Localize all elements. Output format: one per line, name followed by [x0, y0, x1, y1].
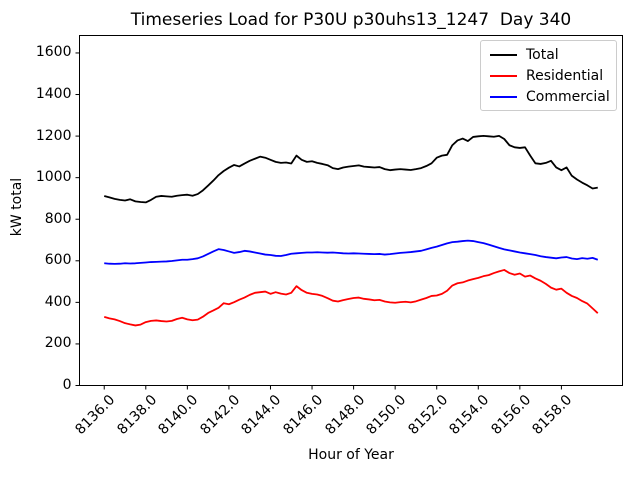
chart-title: Timeseries Load for P30U p30uhs13_1247 D… [130, 10, 572, 30]
y-tick-label: 200 [44, 335, 72, 352]
y-tick-label: 1600 [35, 44, 72, 61]
y-axis-label: kW total [9, 177, 25, 237]
y-tick-label: 1400 [35, 86, 72, 103]
y-tick-label: 800 [44, 210, 72, 227]
series-line-commercial [104, 239, 599, 265]
y-tick-label: 600 [44, 252, 72, 269]
legend-label-residential: Residential [526, 67, 604, 84]
legend-label-total: Total [526, 46, 559, 63]
axes-border [79, 35, 623, 386]
series-line-total [103, 134, 598, 204]
legend-item-total: Total [481, 47, 616, 63]
commercial-line-swatch [490, 95, 517, 98]
y-tick-label: 1200 [35, 127, 72, 144]
residential-line-swatch [490, 74, 517, 77]
x-axis-label: Hour of Year [308, 447, 394, 463]
y-tick-label: 0 [62, 377, 72, 393]
legend: Total Residential Commercial [480, 40, 617, 111]
total-line-swatch [490, 53, 517, 56]
series-line-residential [103, 269, 599, 327]
legend-item-residential: Residential [481, 68, 616, 84]
y-tick-label: 400 [44, 293, 72, 310]
legend-label-commercial: Commercial [526, 88, 610, 105]
y-tick-label: 1000 [35, 169, 72, 186]
legend-item-commercial: Commercial [481, 89, 616, 105]
